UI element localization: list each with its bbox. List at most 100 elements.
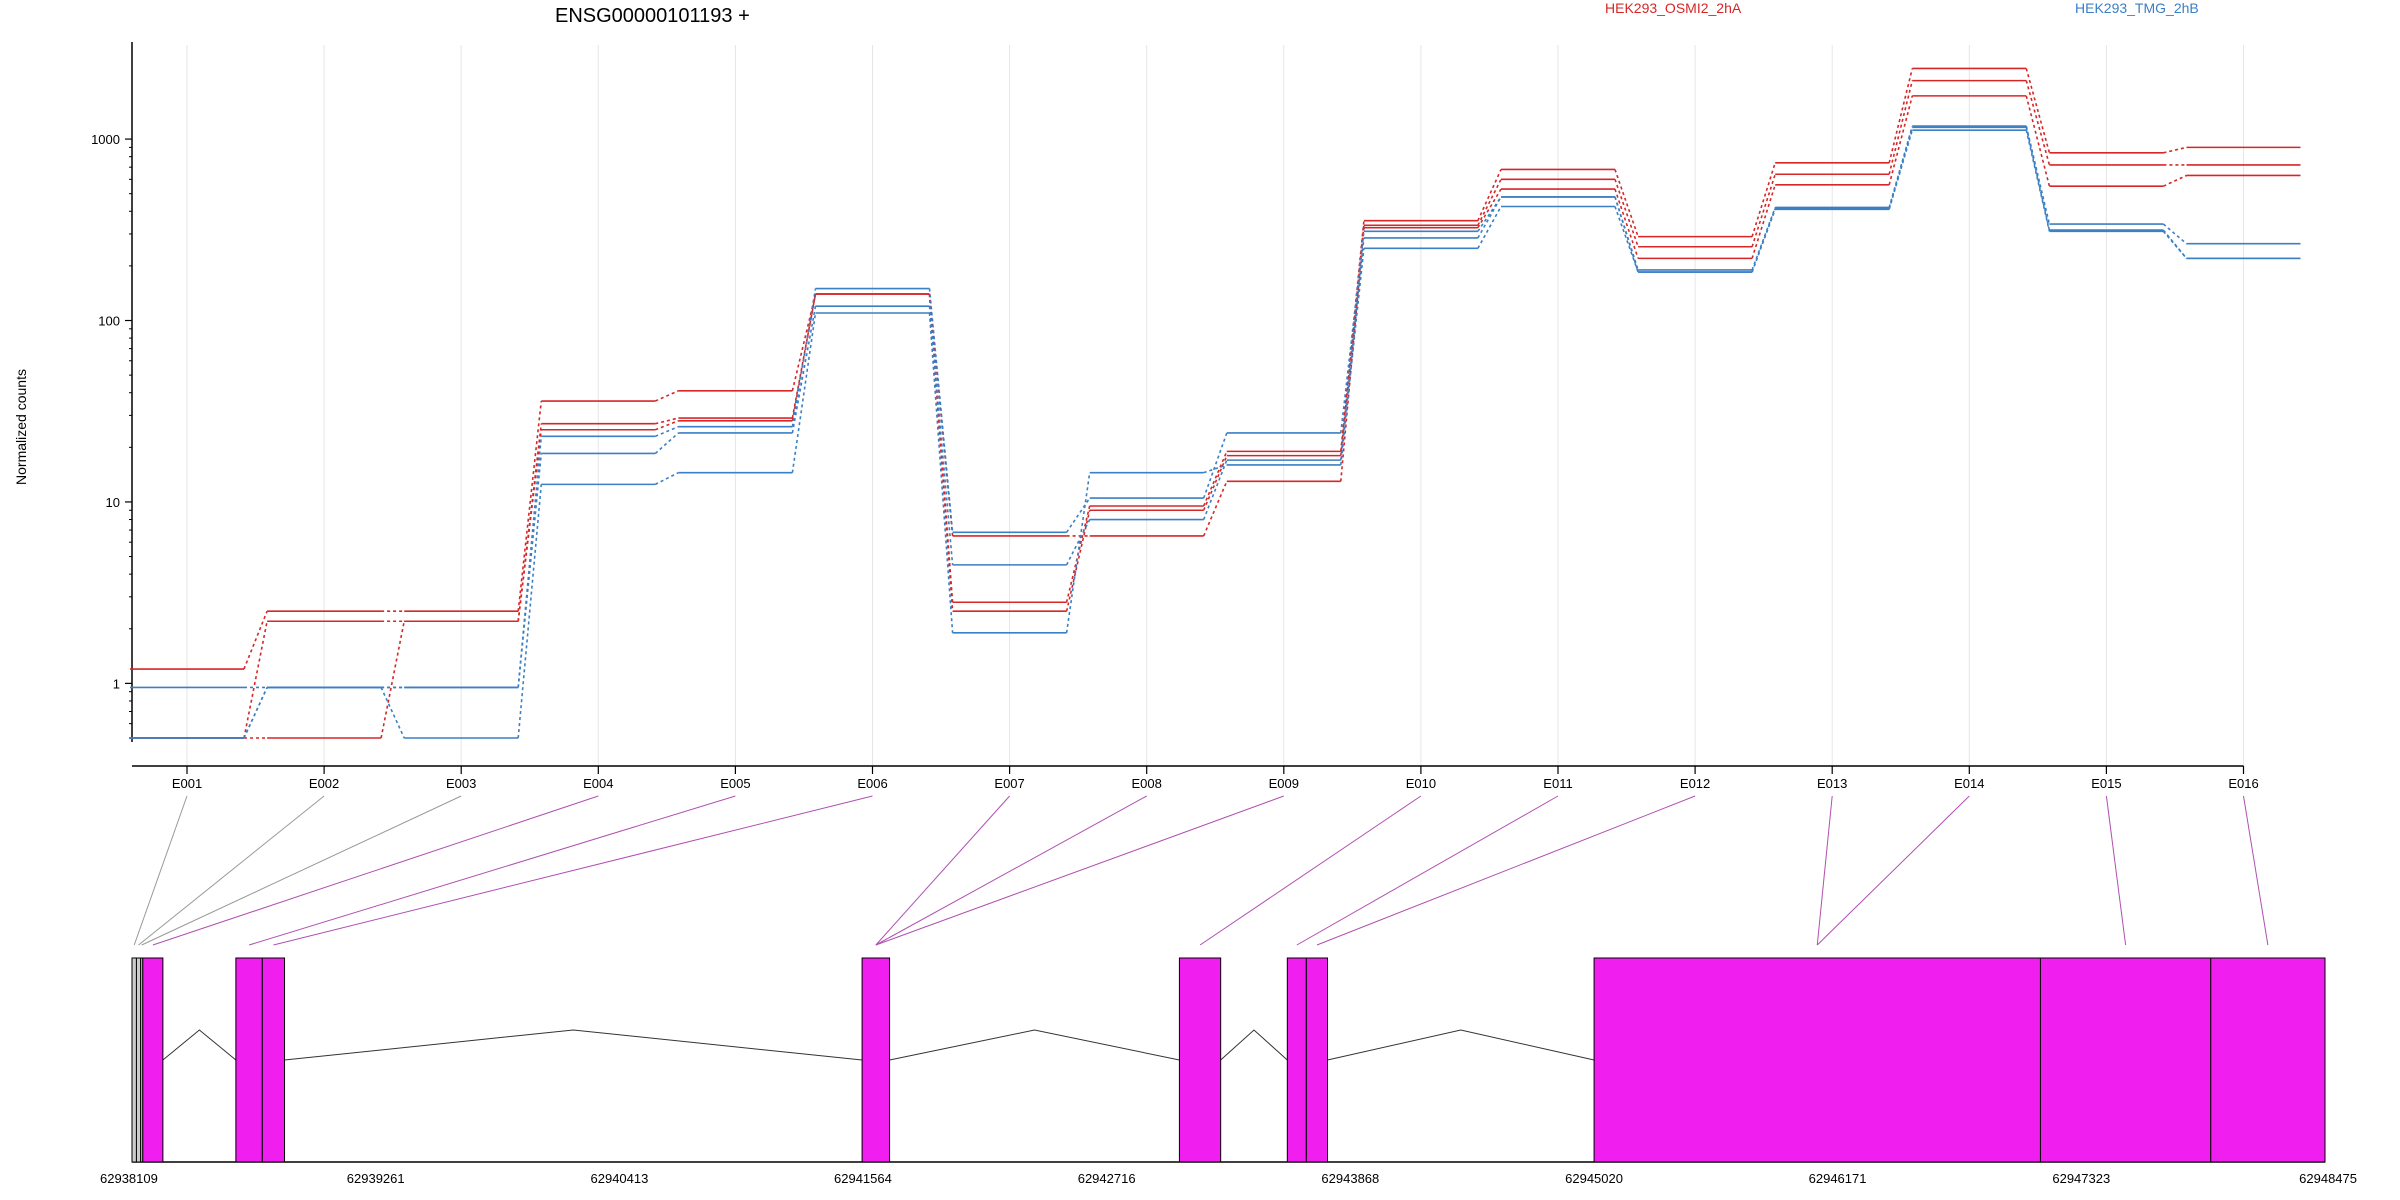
x-tick-label-e011: E011 — [1543, 776, 1572, 791]
series-4 — [130, 125, 2301, 689]
intron-line — [162, 1029, 237, 1061]
grid-lines — [186, 45, 2244, 766]
exon-box-e007 — [861, 957, 891, 1163]
exon-box-e006 — [261, 957, 286, 1163]
genomic-coordinate-label: 62945020 — [1565, 1171, 1623, 1186]
series-5-connector — [1614, 196, 1639, 273]
series-1-connector — [1202, 451, 1228, 507]
mapping-line-e012 — [1316, 795, 1696, 946]
x-tick-label-e009: E009 — [1269, 776, 1299, 791]
exon-mapping-lines — [133, 795, 2269, 946]
x-tick-label-e004: E004 — [583, 776, 613, 791]
series-5-connector — [791, 306, 817, 434]
mapping-line-e010 — [1199, 795, 1422, 946]
series-6-connector — [1888, 129, 1914, 210]
exon-box-e004 — [142, 957, 164, 1163]
series-6-connector — [380, 687, 405, 739]
series-5-connector — [517, 453, 543, 688]
series-2 — [130, 79, 2301, 739]
intron-line — [1327, 1029, 1595, 1061]
genomic-coordinate-label: 62940413 — [591, 1171, 649, 1186]
series-1-connector — [1614, 169, 1639, 237]
series-1-connector — [928, 293, 954, 603]
series-3-connector — [655, 420, 679, 431]
y-tick-label: 1000 — [91, 132, 120, 147]
x-tick-label-e015: E015 — [2091, 776, 2121, 791]
x-tick-label-e007: E007 — [994, 776, 1024, 791]
mapping-line-e009 — [875, 795, 1284, 946]
intron-line — [284, 1029, 863, 1061]
series-2-connector — [1751, 173, 1776, 247]
series-4-connector — [928, 288, 954, 533]
mapping-line-e013 — [1816, 795, 1833, 946]
series-1-connector — [243, 610, 268, 670]
series-3-connector — [2163, 174, 2187, 187]
series-1-connector — [1751, 162, 1776, 237]
series-6-connector — [1477, 206, 1502, 249]
data-series — [130, 67, 2301, 739]
legend-label-tmg: HEK293_TMG_2hB — [2075, 0, 2199, 16]
series-6 — [130, 129, 2301, 739]
mapping-line-e004 — [152, 795, 599, 946]
series-6-connector — [243, 687, 268, 739]
series-1-connector — [517, 400, 543, 612]
series-1-connector — [791, 293, 817, 391]
x-tick-label-e010: E010 — [1406, 776, 1436, 791]
series-3-connector — [1202, 480, 1228, 537]
series-6-connector — [791, 312, 817, 473]
mapping-line-e014 — [1816, 795, 1970, 946]
mapping-line-e003 — [141, 795, 462, 946]
exon-box-e005 — [235, 957, 263, 1163]
series-6-connector — [2025, 129, 2051, 232]
exon-box-e013 — [1593, 957, 2041, 1163]
x-tick-label-e006: E006 — [857, 776, 887, 791]
x-tick-label-e014: E014 — [1954, 776, 1984, 791]
series-3-connector — [1751, 184, 1776, 259]
series-5-connector — [1340, 237, 1365, 461]
series-1 — [130, 67, 2301, 670]
series-6-connector — [1751, 209, 1776, 273]
series-5-connector — [1065, 519, 1091, 566]
intron-line — [889, 1029, 1180, 1061]
mapping-line-e011 — [1296, 795, 1559, 946]
series-5-connector — [2162, 229, 2188, 259]
series-4-connector — [1477, 196, 1502, 232]
x-tick-label-e003: E003 — [446, 776, 476, 791]
series-6-connector — [1340, 248, 1365, 465]
exon-box-e001 — [131, 957, 137, 1163]
genomic-coordinate-label: 62942716 — [1078, 1171, 1136, 1186]
series-3-connector — [380, 621, 405, 739]
x-tick-label-e001: E001 — [172, 776, 202, 791]
genomic-coordinate-label: 62939261 — [347, 1171, 405, 1186]
series-4-connector — [1065, 497, 1091, 533]
series-2-connector — [1202, 455, 1228, 511]
series-2-connector — [2025, 80, 2051, 166]
series-5-connector — [1477, 196, 1502, 239]
series-2-connector — [1477, 178, 1502, 226]
series-5-connector — [654, 432, 679, 455]
exon-box-e012 — [1305, 957, 1329, 1163]
series-5-connector — [1202, 459, 1228, 520]
series-4-connector — [654, 425, 679, 438]
series-5 — [130, 126, 2301, 739]
y-tick-label: 100 — [98, 314, 120, 329]
series-1-connector — [2163, 146, 2187, 154]
exon-box-e002 — [135, 957, 142, 1163]
gene-model: 62938109 62939261 62940413 62941564 62942716… — [100, 957, 2357, 1186]
y-tick-label: 10 — [106, 495, 120, 510]
series-4-connector — [2162, 223, 2188, 245]
series-4-connector — [1751, 207, 1776, 271]
x-tick-label-e013: E013 — [1817, 776, 1847, 791]
exon-box-e010 — [1178, 957, 1222, 1163]
x-tick-label-e016: E016 — [2228, 776, 2258, 791]
mapping-line-e008 — [875, 795, 1147, 946]
x-tick-label-e002: E002 — [309, 776, 339, 791]
y-axis-label: Normalized counts — [13, 369, 29, 485]
mapping-line-e016 — [2243, 795, 2269, 946]
mapping-line-e015 — [2105, 795, 2127, 946]
series-4-connector — [791, 288, 817, 427]
mapping-line-e002 — [138, 795, 325, 946]
series-6-connector — [1203, 464, 1228, 474]
intron-line — [1220, 1029, 1288, 1061]
